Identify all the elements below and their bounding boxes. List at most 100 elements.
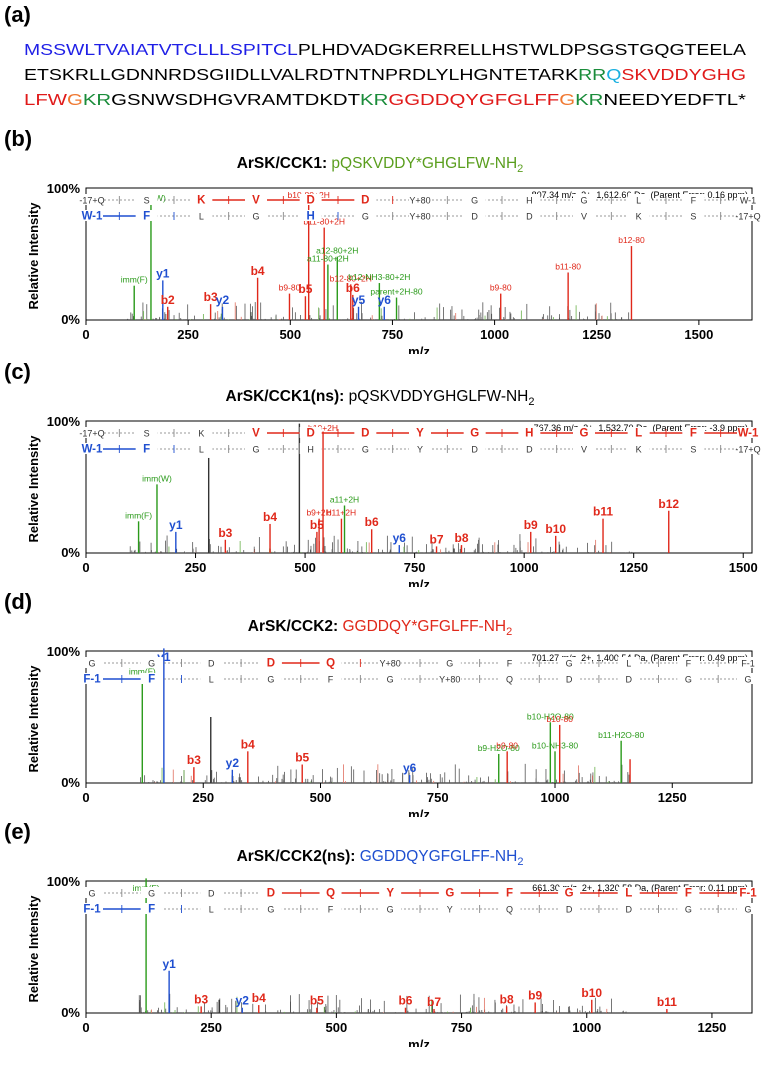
ladder-residue-bg	[81, 657, 103, 668]
ladder-residue: V	[252, 428, 260, 440]
b-ion-ladder: G G D D Q Y+80 G F G L F F-1	[81, 657, 759, 670]
ladder-residue-bg	[140, 673, 163, 684]
ladder-residue-bg	[140, 657, 163, 668]
sequence-line-1: MSSWLTVAIATVTCLLLSPITCL PLHDVADGKERRELLHS…	[24, 42, 747, 59]
spectrum-title: ArSK/CCK2(ns): GGDDQYGFGLFF-NH2	[237, 848, 524, 868]
x-tick-label: 1000	[541, 790, 570, 805]
ladder-residue: G	[88, 889, 95, 899]
peak-label: b9-80	[490, 283, 512, 293]
ladder-residue-bg	[190, 443, 213, 454]
ladder-residue: G	[148, 659, 155, 669]
ladder-residue-bg	[354, 210, 377, 221]
ladder-residue: Q	[326, 658, 335, 670]
ladder-residue: H	[526, 196, 533, 206]
ladder-residue-bg	[737, 443, 759, 454]
ladder-residue-bg	[627, 210, 650, 221]
ladder-residue: Y+80	[380, 659, 401, 669]
ladder-residue-bg	[81, 673, 103, 684]
peak-label: b7	[430, 532, 444, 546]
y-tick-label: 100%	[47, 414, 81, 429]
x-tick-label: 1250	[658, 790, 687, 805]
sequence-segment: KR	[83, 92, 111, 109]
ladder-residue-bg	[190, 194, 213, 205]
ladder-residue: F	[328, 905, 334, 915]
peak-label: y1	[156, 266, 170, 280]
ladder-residue-bg	[518, 194, 541, 205]
ladder-residue-bg	[558, 657, 581, 668]
ladder-residue-bg	[682, 443, 705, 454]
x-tick-label: 750	[382, 327, 404, 342]
sequence-segment: RR	[578, 67, 606, 84]
peak-label: b4	[252, 991, 266, 1005]
ladder-residue: G	[744, 675, 751, 685]
ladder-residue: Y	[447, 905, 453, 915]
x-tick-label: 0	[82, 327, 89, 342]
ladder-residue: K	[197, 195, 206, 207]
x-tick-label: 250	[192, 790, 214, 805]
ladder-residue-bg	[617, 903, 640, 914]
ladder-residue-bg	[259, 887, 282, 898]
ladder-residue-bg	[627, 443, 650, 454]
ladder-residue: L	[625, 888, 632, 900]
ladder-residue-bg	[245, 443, 267, 454]
ladder-residue: L	[636, 196, 641, 206]
x-tick-label: 1500	[729, 560, 758, 575]
ladder-residue: Q	[506, 905, 513, 915]
plot-frame	[85, 420, 753, 554]
ladder-residue: D	[208, 659, 215, 669]
ladder-residue: D	[471, 445, 478, 455]
y-ion-ladder: W-1 F L G H G Y D D V K S -17+Q	[81, 443, 761, 456]
noise-peaks	[138, 993, 627, 1013]
title-subscript: 2	[528, 396, 534, 408]
ladder-residue-bg	[409, 443, 431, 454]
ladder-residue: F	[690, 428, 697, 440]
y-tick-label: 100%	[47, 874, 81, 889]
ladder-residue-bg	[379, 887, 402, 898]
ladder-residue: F	[148, 674, 155, 686]
sequence-segment: NEEDYEDFTL*	[603, 92, 746, 109]
peak-label: b6	[365, 515, 379, 529]
peak-label: b11-H2O-80	[598, 730, 644, 740]
title-prefix: ArSK/CCK2:	[248, 618, 343, 635]
ladder-residue: G	[685, 675, 692, 685]
ladder-residue: Y	[416, 428, 424, 440]
sequence-segment: ETSKRLLGDNNRDSGIIDLLVALRDTNTNPRDLYLHGNTE…	[24, 67, 579, 84]
ladder-residue: F	[328, 675, 334, 685]
x-tick-label: 1250	[619, 560, 648, 575]
peak-label: y1	[162, 957, 176, 971]
ladder-residue-bg	[354, 427, 377, 438]
ladder-residue-bg	[319, 673, 342, 684]
y-axis-label: Relative Intensity	[26, 202, 41, 310]
peak-label: b5	[298, 282, 312, 296]
x-tick-label: 500	[279, 327, 301, 342]
ladder-residue: S	[690, 445, 696, 455]
peak-label: b5	[310, 518, 324, 532]
ladder-residue: -17+Q	[79, 429, 104, 439]
ladder-residue: G	[252, 445, 259, 455]
peak-label: b9-80	[279, 283, 301, 293]
ladder-residue-bg	[438, 673, 461, 684]
ladder-residue: D	[208, 889, 215, 899]
peak-label: y2	[226, 756, 240, 770]
panel-label-a: (a)	[4, 2, 31, 27]
b-ion-ladder: G G D D Q Y G F G L F F-1	[81, 887, 759, 900]
ladder-residue: W-1	[82, 211, 103, 223]
ladder-residue-bg	[682, 194, 705, 205]
peak-label: b8	[454, 531, 468, 545]
peak-label: b12-80	[618, 235, 645, 245]
ladder-residue: L	[209, 675, 214, 685]
b-ion-ladder: -17+Q S K V D D Y G H G L F W-1	[79, 427, 759, 440]
ladder-residue: H	[525, 428, 533, 440]
ladder-residue-bg	[140, 903, 163, 914]
ladder-residue: G	[387, 675, 394, 685]
ladder-residue-bg	[135, 194, 158, 205]
plot-frame	[85, 187, 753, 321]
ladder-residue: Y+80	[439, 675, 460, 685]
ladder-residue-bg	[463, 443, 486, 454]
ladder-residue-bg	[200, 673, 223, 684]
sequence-segment: LFW	[24, 92, 67, 109]
ladder-residue-bg	[245, 210, 267, 221]
ladder-residue: F-1	[83, 904, 101, 916]
peak-label: b9+2H	[306, 508, 331, 518]
ladder-residue: D	[267, 658, 275, 670]
